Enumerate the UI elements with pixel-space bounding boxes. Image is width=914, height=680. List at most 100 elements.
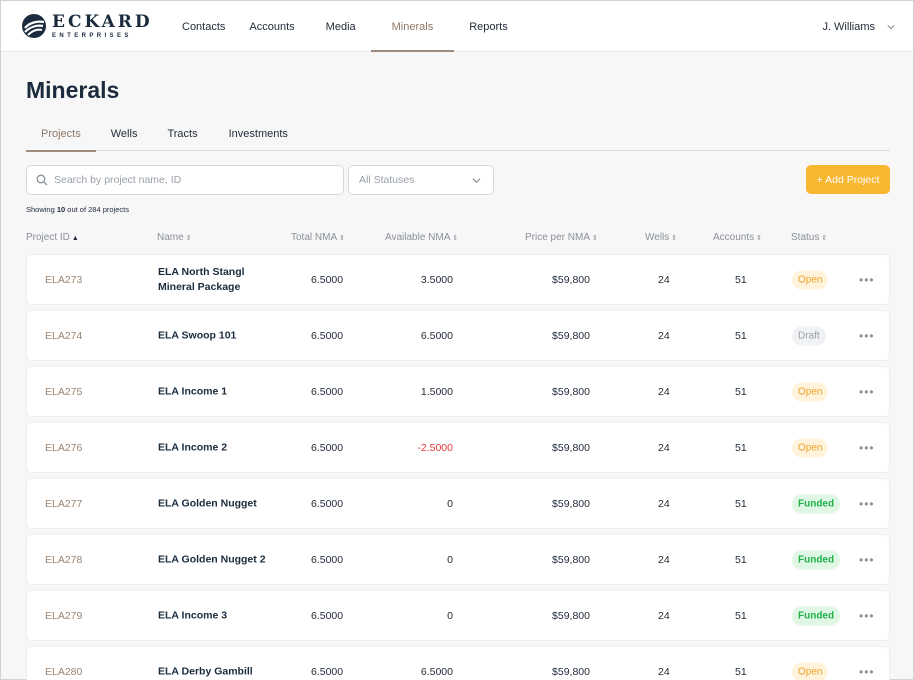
sort-desc-icon: ▲︎ [71, 235, 79, 242]
project-id[interactable]: ELA280 [45, 665, 83, 678]
sort-icon: ⇕ [452, 235, 459, 242]
accounts-count: 51 [735, 441, 747, 454]
available-nma: 0 [447, 497, 453, 510]
column-label: Project ID [26, 232, 70, 243]
column-header-name[interactable]: Name ⇕ [157, 232, 192, 243]
wells-count: 24 [658, 609, 670, 622]
available-nma: 6.5000 [420, 665, 453, 678]
table-row[interactable]: ELA280 ELA Derby Gambill 6.5000 6.5000 $… [26, 646, 890, 680]
user-menu[interactable]: J. Williams [822, 1, 895, 52]
sort-icon: ⇕ [821, 235, 828, 242]
project-name: ELA Derby Gambill [158, 665, 253, 677]
status-filter-select[interactable]: All Statuses [348, 165, 494, 195]
project-id[interactable]: ELA273 [45, 273, 83, 286]
column-header-price-per-nma[interactable]: Price per NMA ⇕ [525, 232, 598, 243]
column-header-project-id[interactable]: Project ID ▲︎ [26, 232, 79, 243]
total-nma: 6.5000 [311, 441, 344, 454]
total-nma: 6.5000 [311, 497, 344, 510]
price-per-nma: $59,800 [552, 441, 590, 454]
column-header-status[interactable]: Status ⇕ [791, 232, 827, 243]
column-header-accounts[interactable]: Accounts ⇕ [713, 232, 762, 243]
more-options-icon[interactable]: ••• [859, 608, 875, 623]
tab-wells[interactable]: Wells [110, 128, 138, 140]
price-per-nma: $59,800 [552, 609, 590, 622]
tab-investments[interactable]: Investments [228, 128, 288, 140]
available-nma: 0 [447, 609, 453, 622]
status-badge: Funded [792, 550, 841, 569]
status-badge: Funded [792, 494, 841, 513]
project-id[interactable]: ELA278 [45, 553, 83, 566]
project-id[interactable]: ELA276 [45, 441, 83, 454]
chevron-down-icon [887, 24, 895, 29]
table-row[interactable]: ELA274 ELA Swoop 101 6.5000 6.5000 $59,8… [26, 310, 890, 361]
sort-icon: ⇕ [592, 235, 598, 242]
accounts-count: 51 [735, 385, 747, 398]
status-badge: Open [792, 382, 829, 401]
sort-icon: ⇕ [671, 235, 678, 242]
search-input[interactable] [54, 174, 334, 186]
sort-icon: ⇕ [185, 235, 192, 242]
status-badge: Draft [792, 326, 826, 345]
accounts-count: 51 [735, 665, 747, 678]
accounts-count: 51 [735, 553, 747, 566]
available-nma: -2.5000 [417, 441, 453, 454]
wells-count: 24 [658, 385, 670, 398]
search-icon [36, 174, 48, 186]
table-row[interactable]: ELA277 ELA Golden Nugget 6.5000 0 $59,80… [26, 478, 890, 529]
project-id[interactable]: ELA275 [45, 385, 83, 398]
more-options-icon[interactable]: ••• [859, 272, 875, 287]
brand-logo[interactable]: ECKARD ENTERPRISES [21, 13, 153, 39]
table-row[interactable]: ELA275 ELA Income 1 6.5000 1.5000 $59,80… [26, 366, 890, 417]
available-nma: 1.5000 [420, 385, 453, 398]
search-box [26, 165, 344, 195]
add-project-button[interactable]: + Add Project [806, 165, 890, 194]
more-options-icon[interactable]: ••• [859, 328, 875, 343]
accounts-count: 51 [735, 497, 747, 510]
nav-media[interactable]: Media [325, 20, 356, 33]
price-per-nma: $59,800 [552, 497, 590, 510]
nav-contacts[interactable]: Contacts [182, 20, 226, 33]
brand-subtitle: ENTERPRISES [52, 32, 132, 39]
project-name: ELA Income 3 [158, 609, 228, 621]
status-filter-value: All Statuses [359, 174, 415, 186]
more-options-icon[interactable]: ••• [859, 552, 875, 567]
project-id[interactable]: ELA279 [45, 609, 83, 622]
status-badge: Funded [792, 606, 841, 625]
available-nma: 3.5000 [420, 273, 453, 286]
table-row[interactable]: ELA279 ELA Income 3 6.5000 0 $59,800 24 … [26, 590, 890, 641]
project-id[interactable]: ELA277 [45, 497, 83, 510]
column-header-wells[interactable]: Wells ⇕ [645, 232, 677, 243]
accounts-count: 51 [735, 273, 747, 286]
nav-accounts[interactable]: Accounts [249, 20, 295, 33]
table-row[interactable]: ELA278 ELA Golden Nugget 2 6.5000 0 $59,… [26, 534, 890, 585]
status-badge: Open [792, 270, 829, 289]
column-header-total-nma[interactable]: Total NMA ⇕ [291, 232, 345, 243]
price-per-nma: $59,800 [552, 385, 590, 398]
project-id[interactable]: ELA274 [45, 329, 83, 342]
results-shown-count: 10 [56, 205, 66, 214]
status-badge: Open [792, 662, 829, 680]
table-row[interactable]: ELA276 ELA Income 2 6.5000 -2.5000 $59,8… [26, 422, 890, 473]
project-name: ELA Swoop 101 [158, 329, 237, 341]
wells-count: 24 [658, 329, 670, 342]
sort-icon: ⇕ [756, 235, 763, 242]
nav-minerals[interactable]: Minerals [370, 1, 455, 52]
wells-count: 24 [658, 497, 670, 510]
more-options-icon[interactable]: ••• [859, 440, 875, 455]
nav-reports[interactable]: Reports [469, 20, 508, 33]
price-per-nma: $59,800 [552, 553, 590, 566]
price-per-nma: $59,800 [552, 665, 590, 678]
sub-tabs: Projects Wells Tracts Investments [26, 117, 890, 152]
more-options-icon[interactable]: ••• [859, 384, 875, 399]
price-per-nma: $59,800 [552, 273, 590, 286]
more-options-icon[interactable]: ••• [859, 664, 875, 679]
column-label: Wells [645, 232, 670, 243]
tab-projects[interactable]: Projects [26, 117, 96, 152]
total-nma: 6.5000 [311, 609, 344, 622]
wells-count: 24 [658, 665, 670, 678]
column-header-available-nma[interactable]: Available NMA ⇕ [385, 232, 458, 243]
tab-tracts[interactable]: Tracts [167, 128, 198, 140]
more-options-icon[interactable]: ••• [859, 496, 875, 511]
logo-wordmark: ECKARD ENTERPRISES [52, 13, 153, 39]
table-row[interactable]: ELA273 ELA North Stangl Mineral Package … [26, 254, 890, 305]
